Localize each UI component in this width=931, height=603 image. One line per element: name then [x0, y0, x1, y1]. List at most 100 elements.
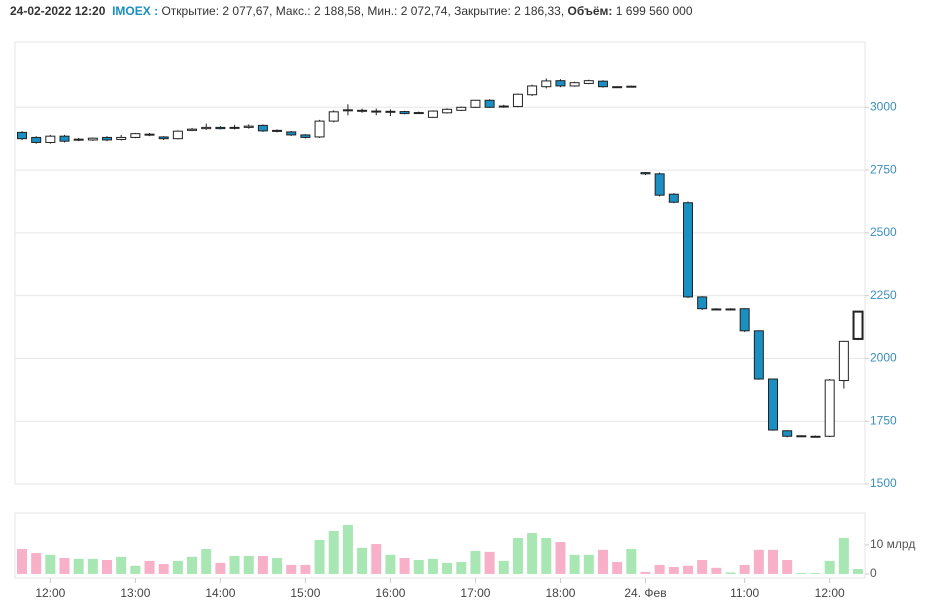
stat-value: 2 072,74 [400, 4, 448, 18]
volume-bar [725, 572, 736, 574]
volume-bar [456, 562, 467, 574]
candle-body [371, 110, 382, 113]
candle-body [442, 108, 453, 114]
volume-bar [73, 558, 84, 574]
x-tick-label: 16:00 [375, 586, 405, 600]
volume-bar [371, 544, 382, 574]
candle-body [342, 109, 353, 112]
candle-body [810, 435, 821, 438]
candle-body [385, 110, 396, 113]
candle-body [87, 137, 98, 141]
candle-body [739, 308, 750, 332]
y-tick-label: 3000 [870, 99, 897, 113]
volume-bar [527, 533, 538, 574]
candle-body [654, 173, 665, 196]
volume-bar [569, 554, 580, 574]
volume-bar [768, 549, 779, 574]
volume-bar [484, 551, 495, 574]
x-tick-label: 14:00 [205, 586, 235, 600]
volume-bar [286, 564, 297, 574]
candle-body [328, 111, 339, 122]
candle-body [597, 80, 608, 88]
candle-body [498, 105, 509, 108]
datetime: 24-02-2022 12:20 [10, 4, 106, 18]
y-tick-label: 10 млрд [870, 537, 915, 551]
x-tick-label: 24. Фев [624, 586, 666, 600]
candle-body [130, 133, 141, 138]
candle-body [682, 202, 693, 298]
volume-bar [172, 560, 183, 574]
candle-body [668, 193, 679, 203]
candle-body [484, 99, 495, 108]
volume-panel [14, 512, 866, 579]
candle-body [17, 131, 27, 140]
candle-body [314, 120, 325, 138]
volume-bar [541, 537, 552, 574]
volume-bar [838, 537, 849, 574]
candle-body [555, 80, 566, 87]
y-tick-label: 1750 [870, 413, 897, 427]
candle-body [102, 136, 113, 141]
y-tick-label: 1500 [870, 476, 897, 490]
volume-bar [810, 573, 821, 574]
volume-bar [442, 562, 453, 574]
volume-bar [45, 554, 56, 574]
volume-bar [583, 554, 594, 574]
stat-label: Макс.: [275, 4, 311, 18]
candle-body [824, 379, 835, 437]
y-tick-label: 2000 [870, 351, 897, 365]
candle-body [527, 85, 538, 96]
y-tick-label: 2750 [870, 162, 897, 176]
separator: , [269, 4, 276, 18]
volume-bar [597, 549, 608, 574]
volume-bar [357, 547, 368, 574]
separator: , [560, 4, 568, 18]
candle-body [272, 129, 283, 132]
stat-value: 2 188,58 [313, 4, 361, 18]
candle-body [569, 82, 580, 87]
volume-bar [824, 560, 835, 574]
volume-bar [300, 564, 311, 574]
y-tick-label: 2500 [870, 225, 897, 239]
candle-body [626, 85, 637, 88]
stat-label: Мин.: [367, 4, 398, 18]
volume-bar [385, 554, 396, 574]
header: 24-02-2022 12:20 IMOEX : Открытие: 2 077… [10, 4, 693, 18]
candle-body [357, 109, 368, 112]
volume-bar [498, 560, 509, 574]
volume-bar [272, 557, 283, 574]
candle-body [456, 106, 467, 111]
volume-bar [201, 548, 212, 574]
candle-body [753, 330, 764, 380]
price-panel [14, 41, 866, 485]
volume-bar [512, 537, 523, 574]
candle-body [427, 110, 438, 118]
candle-body [711, 308, 722, 311]
volume-bar [697, 560, 708, 574]
volume-bar [682, 565, 693, 574]
x-tick-label: 17:00 [460, 586, 490, 600]
candle-body [257, 124, 268, 132]
candle-body [158, 136, 169, 140]
volume-value: 1 699 560 000 [615, 4, 693, 18]
separator: , [360, 4, 368, 18]
volume-bar [17, 548, 27, 574]
volume-bar [739, 564, 750, 574]
volume-bar [59, 557, 70, 574]
y-tick-label: 2250 [870, 288, 897, 302]
candle-body [838, 340, 849, 382]
symbol: IMOEX : [112, 4, 159, 18]
candle-body [470, 99, 481, 108]
volume-bar [215, 562, 226, 574]
volume-bar [399, 557, 410, 574]
stat-value: 2 077,67 [222, 4, 270, 18]
candle-body [59, 135, 70, 142]
volume-bar [130, 565, 141, 574]
volume-bar [711, 567, 722, 574]
volume-bar [187, 556, 198, 574]
stat-label: Закрытие: [454, 4, 511, 18]
x-tick-label: 15:00 [290, 586, 320, 600]
candle-body [852, 310, 864, 340]
